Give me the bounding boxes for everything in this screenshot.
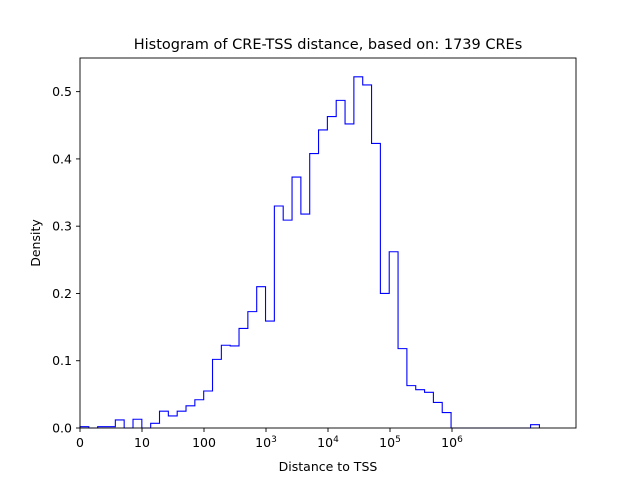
x-axis-label: Distance to TSS <box>279 459 378 474</box>
plot-area <box>79 57 577 429</box>
y-axis-ticks: 0.0 0.1 0.2 0.3 0.4 0.5 <box>52 84 80 436</box>
axes-frame <box>79 57 577 429</box>
x-tick-label: 104 <box>317 435 339 450</box>
y-tick-label: 0.3 <box>52 219 72 234</box>
x-tick-label: 103 <box>255 435 277 450</box>
y-tick-label: 0.5 <box>52 84 72 99</box>
y-tick-label: 0.2 <box>52 286 72 301</box>
x-tick-label: 0 <box>76 435 84 450</box>
x-tick-label: 10 <box>134 435 150 450</box>
y-axis-label: Density <box>28 219 43 267</box>
x-tick-label-exponent: 4 <box>333 435 339 445</box>
x-tick-label: 100 <box>192 435 216 450</box>
y-tick-label: 0.0 <box>52 421 72 436</box>
x-tick-label-base: 10 <box>255 435 271 450</box>
x-tick-label-exponent: 6 <box>457 435 463 445</box>
x-tick-label-base: 10 <box>441 435 457 450</box>
x-tick-label: 105 <box>379 435 401 450</box>
x-axis-ticks: 0 10 100 103 104 105 106 <box>76 428 463 450</box>
chart-title: Histogram of CRE-TSS distance, based on:… <box>134 37 523 53</box>
x-tick-label-exponent: 3 <box>271 435 277 445</box>
x-tick-label-exponent: 5 <box>395 435 401 445</box>
x-tick-label-base: 10 <box>317 435 333 450</box>
y-tick-label: 0.4 <box>52 151 72 166</box>
x-tick-label: 106 <box>441 435 463 450</box>
y-tick-label: 0.1 <box>52 353 72 368</box>
x-tick-label-base: 10 <box>379 435 395 450</box>
histogram-outline <box>79 76 540 429</box>
